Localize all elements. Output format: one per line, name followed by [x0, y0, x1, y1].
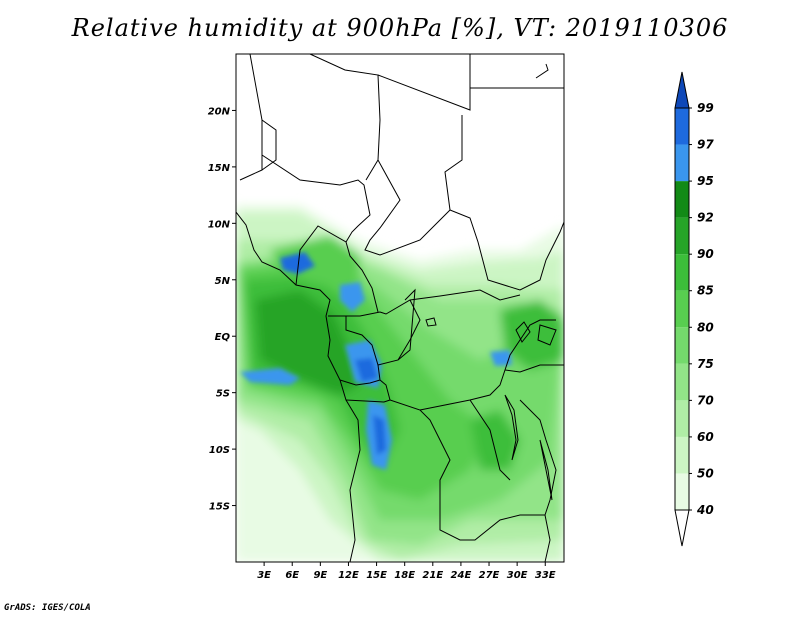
lon-tick-label: 33E: [535, 570, 556, 581]
colorbar-swatch: [675, 108, 689, 145]
lat-tick-label: 10N: [208, 219, 231, 230]
lat-tick-label: 20N: [208, 106, 231, 117]
map-frame: [235, 53, 565, 563]
grads-credit: GrADS: IGES/COLA: [4, 603, 91, 613]
lat-tick-label: 5S: [216, 389, 230, 400]
colorbar-swatch: [675, 473, 689, 510]
colorbar-label: 50: [697, 466, 714, 480]
country-borders: [236, 54, 564, 562]
colorbar-swatch: [675, 254, 689, 291]
map-title: Relative humidity at 900hPa [%], VT: 201…: [71, 14, 729, 42]
colorbar-above-triangle: [674, 71, 690, 109]
lat-tick-label: 15S: [209, 502, 230, 513]
colorbar-label: 75: [697, 357, 714, 371]
colorbar: 40 50 60 70 75 80 85 90 92 95 97 99: [674, 71, 714, 547]
lat-tick-label: 15N: [208, 163, 231, 174]
colorbar-outline: [674, 107, 690, 511]
colorbar-label: 40: [696, 503, 714, 517]
humidity-field: [236, 54, 564, 562]
lon-tick-label: 18E: [394, 570, 415, 581]
colorbar-below-triangle: [674, 509, 690, 547]
lat-tick-label: 5N: [215, 276, 231, 287]
lat-axis: 20N 15N 10N 5N EQ 5S 10S 15S: [208, 106, 236, 513]
colorbar-label: 95: [697, 174, 714, 188]
lon-tick-label: 15E: [366, 570, 387, 581]
lat-tick-label: 10S: [209, 445, 230, 456]
lon-tick-label: 24E: [451, 570, 472, 581]
colorbar-label: 97: [697, 138, 714, 152]
colorbar-label: 99: [697, 101, 714, 115]
lon-tick-label: 6E: [285, 570, 299, 581]
colorbar-swatch: [675, 217, 689, 255]
lon-tick-label: 27E: [479, 570, 500, 581]
colorbar-swatch: [675, 290, 689, 328]
lon-tick-label: 30E: [507, 570, 528, 581]
colorbar-label: 92: [697, 211, 714, 225]
colorbar-label: 90: [697, 247, 714, 261]
colorbar-swatch: [675, 144, 689, 182]
colorbar-label: 85: [697, 284, 714, 298]
colorbar-swatch: [675, 327, 689, 364]
colorbar-label: 80: [697, 320, 714, 334]
lon-tick-label: 3E: [257, 570, 271, 581]
colorbar-label: 60: [697, 430, 714, 444]
lon-axis: 3E 6E 9E 12E 15E 18E 21E 24E 27E 30E 33E: [257, 562, 556, 581]
colorbar-label: 70: [697, 393, 714, 407]
lon-tick-label: 21E: [422, 570, 443, 581]
colorbar-swatch: [675, 436, 689, 474]
colorbar-swatch: [675, 181, 689, 218]
lon-tick-label: 12E: [338, 570, 359, 581]
colorbar-swatch: [675, 400, 689, 437]
colorbar-swatch: [675, 363, 689, 401]
lon-tick-label: 9E: [313, 570, 327, 581]
lat-tick-label: EQ: [215, 332, 231, 343]
